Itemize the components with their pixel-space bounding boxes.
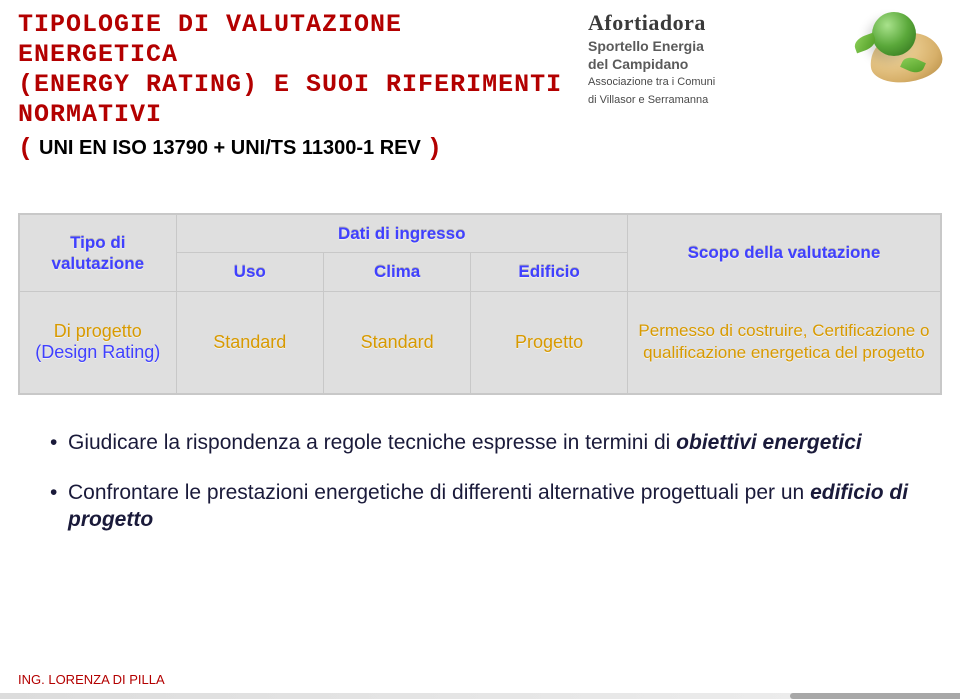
logo-brand: Afortiadora — [588, 10, 840, 36]
cell-tipo-paren: (Design Rating) — [28, 342, 168, 363]
logo-text: Afortiadora Sportello Energia del Campid… — [588, 10, 840, 108]
bullet-list: Giudicare la rispondenza a regole tecnic… — [50, 429, 910, 533]
th-uso: Uso — [176, 253, 323, 291]
evaluation-table: Tipo di valutazione Dati di ingresso Sco… — [18, 213, 942, 395]
title-line-3: NORMATIVI — [18, 100, 576, 130]
cell-tipo-main: Di progetto — [54, 321, 142, 341]
bullet-2: Confrontare le prestazioni energetiche d… — [50, 479, 910, 534]
title-line-1: TIPOLOGIE DI VALUTAZIONE ENERGETICA — [18, 10, 576, 70]
logo-sub1a: Sportello Energia — [588, 38, 840, 54]
standards-text: UNI EN ISO 13790 + UNI/TS 11300-1 REV — [39, 137, 421, 160]
header: TIPOLOGIE DI VALUTAZIONE ENERGETICA (ENE… — [0, 0, 960, 163]
cell-tipo: Di progetto (Design Rating) — [20, 291, 177, 394]
th-scopo: Scopo della valutazione — [627, 215, 940, 292]
th-clima: Clima — [323, 253, 470, 291]
footer-author: ING. LORENZA DI PILLA — [18, 672, 165, 687]
cell-uso: Standard — [176, 291, 323, 394]
bullet-1: Giudicare la rispondenza a regole tecnic… — [50, 429, 910, 456]
logo-sub2b: di Villasor e Serramanna — [588, 94, 840, 108]
paren-close: ) — [427, 134, 442, 163]
bullet-2-text: Confrontare le prestazioni energetiche d… — [68, 481, 810, 504]
logo-block: Afortiadora Sportello Energia del Campid… — [588, 10, 942, 163]
cell-edificio: Progetto — [471, 291, 628, 394]
title-block: TIPOLOGIE DI VALUTAZIONE ENERGETICA (ENE… — [18, 10, 576, 163]
globe-hands-icon — [852, 10, 942, 82]
bullet-1-em: obiettivi energetici — [676, 431, 862, 454]
cell-scopo: Permesso di costruire, Certificazione o … — [627, 291, 940, 394]
footer-bar — [0, 693, 960, 699]
bullet-1-text: Giudicare la rispondenza a regole tecnic… — [68, 431, 676, 454]
table-row: Di progetto (Design Rating) Standard Sta… — [20, 291, 941, 394]
title-line-2: (ENERGY RATING) E SUOI RIFERIMENTI — [18, 70, 576, 100]
standards-line: ( UNI EN ISO 13790 + UNI/TS 11300-1 REV … — [18, 134, 576, 163]
cell-clima: Standard — [323, 291, 470, 394]
logo-sub1b: del Campidano — [588, 56, 840, 72]
paren-open: ( — [18, 134, 33, 163]
logo-sub2a: Associazione tra i Comuni — [588, 76, 840, 90]
th-tipo: Tipo di valutazione — [20, 215, 177, 292]
th-dati: Dati di ingresso — [176, 215, 627, 253]
th-edificio: Edificio — [471, 253, 628, 291]
